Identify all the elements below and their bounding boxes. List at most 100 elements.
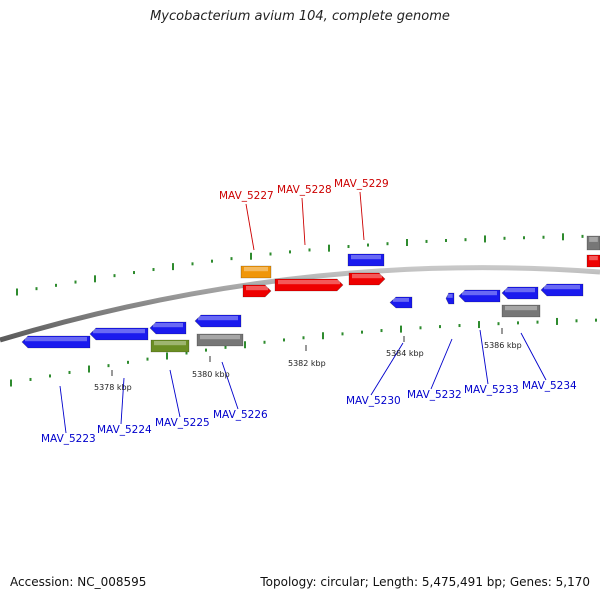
gene-edge-forward[interactable] — [586, 254, 600, 268]
gc-dot — [113, 274, 116, 278]
gc-dot — [536, 320, 539, 324]
gene-mav-5230[interactable] — [389, 296, 413, 309]
gc-dot — [484, 235, 486, 243]
gc-dot — [16, 288, 18, 296]
leader-line — [169, 369, 181, 418]
gene-mav-5229-companion[interactable] — [347, 253, 385, 267]
gene-mav-5234[interactable] — [540, 283, 584, 297]
gc-dot — [94, 275, 96, 283]
gc-dot — [68, 370, 71, 374]
gene-label-mav-5223[interactable]: MAV_5223 — [41, 433, 96, 445]
gene-mav-5225[interactable] — [149, 321, 187, 335]
gc-dot — [425, 239, 428, 243]
gene-label-mav-5234[interactable]: MAV_5234 — [522, 380, 577, 392]
gene-edge-companion[interactable] — [586, 235, 600, 251]
gene-mav-5232[interactable] — [458, 289, 501, 303]
gene-label-mav-5233[interactable]: MAV_5233 — [464, 384, 519, 396]
gene-mav-5228[interactable] — [274, 278, 344, 292]
leader-line — [520, 332, 547, 381]
gene-label-mav-5225[interactable]: MAV_5225 — [155, 417, 210, 429]
gc-dot — [166, 352, 168, 360]
gc-dot — [439, 325, 441, 329]
gc-dot — [10, 379, 12, 387]
gc-dot — [595, 318, 597, 322]
gc-dot — [322, 332, 324, 340]
gc-dot — [562, 233, 564, 241]
gene-label-mav-5226[interactable]: MAV_5226 — [213, 409, 268, 421]
position-ticks: 5378 kbp 5380 kbp 5382 kbp 5384 kbp 5386… — [94, 328, 522, 392]
gene-mav-5226-companion[interactable] — [196, 333, 244, 347]
gene-labels[interactable]: MAV_5223 MAV_5224 MAV_5225 MAV_5226 MAV_… — [41, 178, 577, 445]
gene-label-mav-5232[interactable]: MAV_5232 — [407, 389, 462, 401]
gc-dot — [367, 243, 369, 247]
gc-dot — [361, 330, 363, 334]
gc-dot — [107, 364, 110, 368]
gene-mav-5225-companion[interactable] — [150, 339, 190, 353]
gc-dot — [542, 235, 545, 239]
gc-dot — [269, 252, 272, 256]
gene-mav-5227[interactable] — [242, 284, 272, 298]
gc-dot — [74, 280, 77, 284]
gc-dot — [283, 338, 285, 342]
position-label-5380: 5380 kbp — [192, 370, 230, 379]
gc-dots-upper — [16, 233, 584, 296]
gc-dot — [341, 332, 344, 336]
accession-text: Accession: NC_008595 — [10, 575, 147, 589]
gc-dot — [503, 236, 506, 240]
gc-dot — [244, 341, 246, 349]
gene-label-mav-5230[interactable]: MAV_5230 — [346, 395, 401, 407]
gc-dot — [191, 262, 194, 266]
gc-dot — [127, 360, 129, 364]
gc-dot — [289, 250, 291, 254]
gc-dot — [185, 351, 188, 355]
gene-mav-5224[interactable] — [89, 327, 149, 341]
gene-label-mav-5224[interactable]: MAV_5224 — [97, 424, 152, 436]
gc-dot — [523, 236, 525, 240]
gene-mav-5227-companion[interactable] — [240, 265, 272, 279]
gc-dot — [328, 244, 330, 252]
gc-dot — [458, 324, 461, 328]
position-label-5384: 5384 kbp — [386, 349, 424, 358]
genome-title: Mycobacterium avium 104, complete genome — [150, 9, 450, 24]
gc-dot — [211, 259, 213, 263]
gene-label-mav-5229[interactable]: MAV_5229 — [334, 178, 389, 190]
gene-mav-5233-companion[interactable] — [501, 304, 541, 318]
gc-dot — [152, 268, 155, 272]
gene-label-mav-5228[interactable]: MAV_5228 — [277, 184, 332, 196]
leader-line — [359, 191, 365, 241]
position-label-5382: 5382 kbp — [288, 359, 326, 368]
gc-dot — [445, 238, 447, 242]
gene-mav-5229[interactable] — [348, 272, 386, 286]
gc-dot — [146, 357, 149, 361]
gene-mav-5231[interactable] — [445, 292, 455, 305]
gene-mav-5233[interactable] — [501, 286, 539, 300]
gc-dot — [133, 271, 135, 275]
label-leader-lines — [59, 191, 547, 434]
gc-dot — [386, 242, 389, 246]
gc-dots-lower — [10, 317, 597, 387]
leader-line — [370, 342, 404, 396]
gc-dot — [517, 321, 519, 325]
gc-dot — [380, 329, 383, 333]
leader-line — [120, 377, 125, 425]
gc-dot — [263, 340, 266, 344]
gc-dot — [172, 263, 174, 271]
gc-dot — [35, 287, 38, 291]
gc-dot — [224, 345, 227, 349]
gc-dot — [406, 239, 408, 247]
gc-dot — [49, 374, 51, 378]
gene-mav-5226[interactable] — [194, 314, 242, 328]
leader-line — [479, 329, 489, 385]
gene-features[interactable] — [21, 235, 600, 353]
gene-mav-5223[interactable] — [21, 335, 91, 349]
gc-dot — [250, 252, 252, 260]
leader-line — [430, 338, 453, 390]
position-label-5378: 5378 kbp — [94, 383, 132, 392]
leader-line — [301, 197, 306, 246]
gc-dot — [347, 245, 350, 249]
leader-line — [221, 361, 239, 410]
gene-label-mav-5227[interactable]: MAV_5227 — [219, 190, 274, 202]
gc-dot — [419, 326, 422, 330]
gc-dot — [308, 248, 311, 252]
